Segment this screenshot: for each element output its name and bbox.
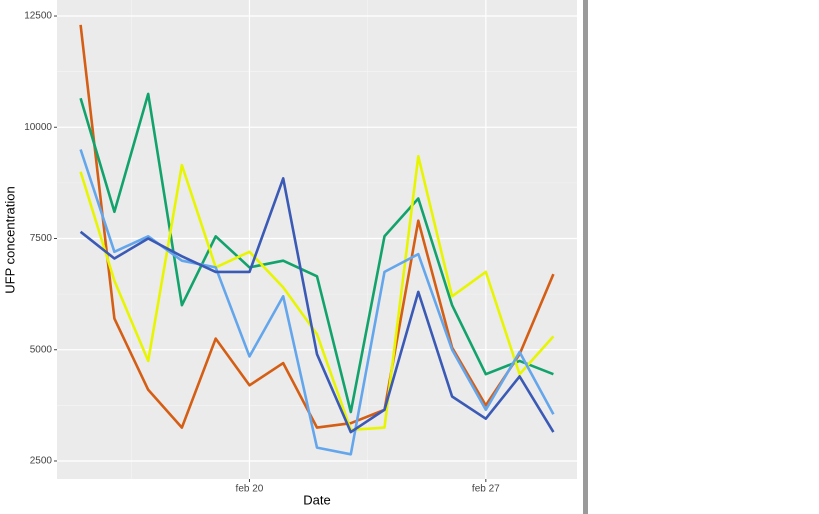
series-line (79, 24, 555, 429)
y-axis-title: UFP concentration (2, 186, 17, 293)
divider (583, 0, 588, 514)
series-line (79, 177, 555, 434)
x-tick-label: feb 27 (472, 484, 500, 495)
y-tick-label: 5000 (30, 344, 53, 355)
y-tick-label: 7500 (30, 233, 53, 244)
y-tick-label: 2500 (30, 456, 53, 467)
series-line (79, 92, 554, 414)
x-tick-label: feb 20 (236, 484, 264, 495)
x-axis-title: Date (303, 492, 330, 507)
y-tick-label: 10000 (24, 122, 52, 133)
y-tick-label: 12500 (24, 11, 52, 22)
lines (79, 24, 555, 456)
series-line (79, 154, 555, 432)
